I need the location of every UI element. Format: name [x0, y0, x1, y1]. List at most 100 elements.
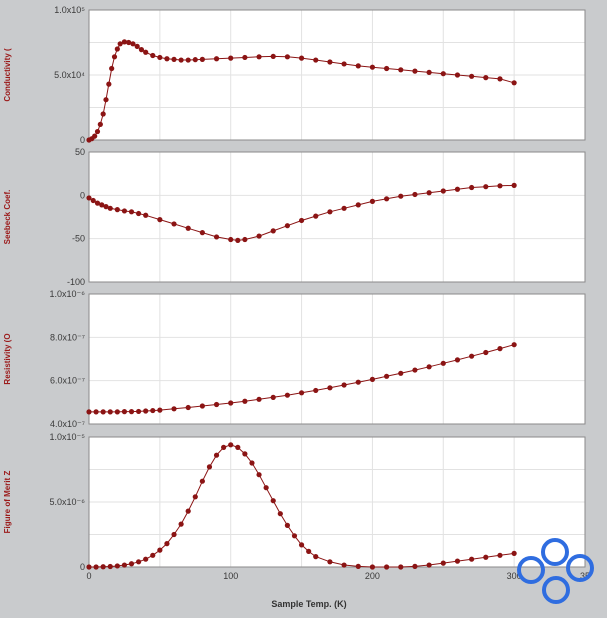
data-point	[483, 184, 489, 190]
data-point	[143, 212, 149, 218]
data-point	[235, 444, 241, 450]
data-point	[355, 563, 361, 569]
axis-frame	[88, 293, 586, 425]
data-point	[454, 558, 461, 564]
data-point	[185, 508, 191, 514]
y-axis-label: Figure of Merit Z	[3, 471, 12, 534]
data-point	[341, 205, 347, 211]
y-tick-label: 1.0x10⁵	[54, 5, 85, 15]
data-point	[171, 56, 177, 63]
data-point	[121, 409, 128, 415]
data-point	[511, 182, 517, 188]
data-point	[157, 547, 163, 553]
data-point	[249, 460, 255, 466]
data-point	[185, 225, 191, 231]
data-point	[341, 382, 347, 388]
data-point	[199, 56, 205, 63]
data-point	[134, 43, 140, 50]
data-point	[121, 208, 128, 214]
data-point	[270, 53, 276, 60]
data-point	[327, 59, 333, 65]
data-point	[100, 111, 106, 117]
data-point	[206, 464, 213, 470]
data-point	[171, 221, 177, 227]
data-point	[126, 39, 132, 46]
axis-frame	[88, 9, 586, 141]
data-point	[93, 564, 99, 570]
data-point	[384, 564, 390, 570]
data-point	[263, 485, 269, 491]
data-point	[107, 205, 113, 211]
data-point	[136, 408, 142, 415]
data-point	[284, 392, 290, 398]
data-point	[369, 64, 376, 70]
axis-frame	[88, 151, 586, 283]
data-point	[369, 198, 376, 204]
y-tick-label: 4.0x10⁻⁷	[50, 419, 85, 429]
data-point	[306, 548, 312, 555]
data-point	[221, 444, 227, 450]
data-point	[100, 564, 106, 570]
data-point	[313, 554, 319, 560]
data-point	[497, 346, 503, 352]
chart-panel-4: 0 5.0x10⁻⁶ 1.0x10⁻⁵ Figure of Merit Z 0 100 20…	[3, 432, 590, 581]
data-point	[121, 562, 128, 568]
data-point	[199, 478, 205, 484]
data-point	[426, 190, 432, 196]
chart-panel-2: -100 -50 0 50 Seebeck Coef.	[3, 147, 586, 287]
chart-panel-1: 0 5.0x10⁴ 1.0x10⁵ Conductivity (	[3, 5, 586, 145]
data-point	[164, 541, 170, 547]
data-point	[511, 342, 517, 348]
data-point	[454, 357, 461, 363]
y-tick-label: 6.0x10⁻⁷	[50, 376, 85, 386]
data-point	[384, 65, 390, 72]
plot-area	[89, 152, 585, 282]
data-point	[256, 233, 262, 239]
plot-area	[89, 294, 585, 424]
data-point	[469, 353, 475, 359]
data-point	[228, 55, 234, 61]
data-point	[228, 236, 234, 243]
data-point	[327, 209, 333, 215]
y-axis-label: Conductivity (	[3, 48, 12, 102]
data-point	[111, 54, 118, 60]
data-point	[228, 400, 234, 406]
x-tick-label: 200	[365, 571, 380, 581]
data-point	[92, 133, 98, 139]
y-tick-label: 50	[75, 147, 85, 157]
data-point	[100, 409, 106, 415]
y-axis-label: Seebeck Coef.	[3, 190, 12, 245]
data-point	[398, 370, 404, 376]
y-tick-label: -100	[67, 277, 85, 287]
y-tick-label: 1.0x10⁻⁵	[49, 432, 85, 442]
data-point	[138, 47, 145, 53]
data-point	[298, 390, 305, 396]
data-point	[128, 561, 135, 567]
y-axis-label: Resistivity (O	[3, 333, 12, 384]
data-point	[327, 559, 333, 565]
data-point	[136, 559, 142, 565]
data-point	[94, 128, 101, 135]
data-point	[256, 396, 262, 402]
data-point	[341, 61, 347, 67]
data-point	[412, 367, 418, 373]
data-point	[121, 39, 128, 45]
data-point	[242, 54, 248, 61]
data-point	[277, 511, 283, 517]
data-point	[497, 183, 503, 189]
data-point	[454, 72, 461, 78]
data-point	[150, 52, 156, 59]
data-point	[128, 409, 135, 415]
data-point	[178, 521, 184, 527]
data-point	[93, 409, 99, 415]
data-point	[270, 228, 276, 234]
data-point	[440, 360, 446, 366]
data-point	[114, 46, 120, 52]
data-point	[97, 121, 103, 127]
data-point	[291, 533, 298, 539]
data-point	[150, 407, 156, 414]
data-point	[355, 202, 361, 208]
data-point	[440, 188, 446, 194]
data-point	[483, 554, 489, 560]
y-tick-label: 5.0x10⁻⁶	[50, 497, 86, 507]
